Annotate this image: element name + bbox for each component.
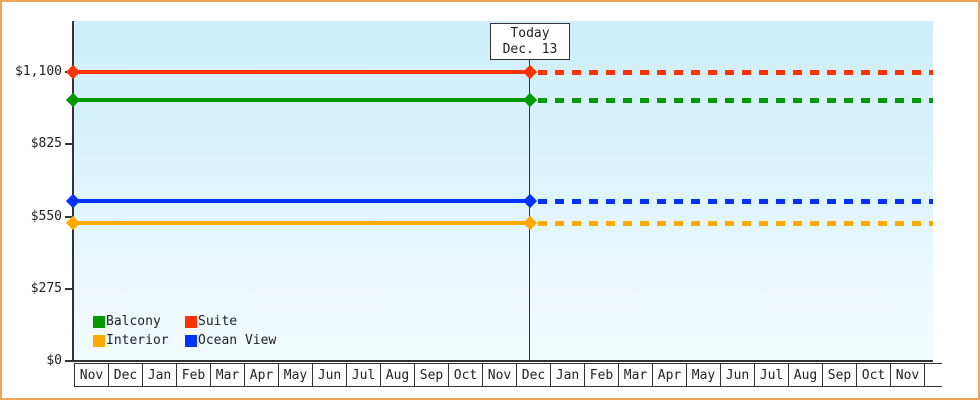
month-cell: Jul — [346, 363, 381, 387]
series-line-ocean-view — [74, 199, 530, 203]
series-line-balcony — [74, 98, 530, 102]
month-cell: Aug — [380, 363, 415, 387]
legend-swatch-ocean-view — [185, 335, 197, 347]
legend-label-ocean-view: Ocean View — [198, 333, 277, 348]
month-cell: Nov — [890, 363, 925, 387]
legend-item-interior: Interior — [93, 333, 185, 349]
y-tick-label: $275 — [30, 280, 62, 296]
series-line-suite — [74, 70, 530, 74]
month-cell: Mar — [210, 363, 245, 387]
y-tick-mark — [65, 287, 72, 290]
month-cell-empty — [924, 363, 942, 387]
month-cell: Jan — [142, 363, 177, 387]
month-cell: Mar — [618, 363, 653, 387]
y-tick-mark — [65, 215, 72, 218]
series-forecast-interior — [538, 221, 933, 226]
today-annotation: Today Dec. 13 — [490, 23, 570, 60]
legend-item-ocean-view: Ocean View — [185, 333, 276, 349]
month-cell: Feb — [584, 363, 619, 387]
series-forecast-suite — [538, 70, 933, 75]
month-cell: Dec — [108, 363, 143, 387]
month-cell: Dec — [516, 363, 551, 387]
month-cell: Nov — [74, 363, 109, 387]
legend-item-suite: Suite — [185, 314, 276, 330]
series-line-interior — [74, 221, 530, 225]
month-cell: May — [686, 363, 721, 387]
y-tick-label: $550 — [30, 208, 62, 224]
y-tick-label: $0 — [46, 353, 62, 368]
series-forecast-balcony — [538, 98, 933, 103]
y-tick-label: $1,100 — [15, 64, 62, 79]
month-cell: Apr — [244, 363, 279, 387]
series-forecast-ocean-view — [538, 199, 933, 204]
month-cell: Nov — [482, 363, 517, 387]
today-date: Dec. 13 — [502, 41, 558, 57]
y-axis-line — [72, 21, 74, 362]
month-cell: Jan — [550, 363, 585, 387]
x-axis-line — [72, 360, 933, 362]
legend-label-balcony: Balcony — [106, 314, 161, 329]
month-cell: Apr — [652, 363, 687, 387]
legend-label-interior: Interior — [106, 333, 169, 348]
month-cell: Feb — [176, 363, 211, 387]
month-cell: Oct — [856, 363, 891, 387]
y-tick-mark — [65, 143, 72, 146]
legend-swatch-suite — [185, 316, 197, 328]
plot-area — [74, 21, 933, 360]
month-cell: Sep — [414, 363, 449, 387]
legend-swatch-interior — [93, 335, 105, 347]
month-cell: Jun — [720, 363, 755, 387]
legend-item-balcony: Balcony — [93, 314, 185, 330]
y-tick-label: $825 — [30, 136, 62, 152]
legend-swatch-balcony — [93, 316, 105, 328]
today-line — [529, 60, 530, 362]
month-cell: Oct — [448, 363, 483, 387]
y-tick-mark — [65, 360, 72, 362]
month-cell: Sep — [822, 363, 857, 387]
legend: Balcony Suite Interior Ocean View — [93, 314, 276, 349]
legend-label-suite: Suite — [198, 314, 238, 329]
month-cell: Aug — [788, 363, 823, 387]
month-cell: Jun — [312, 363, 347, 387]
month-cell: May — [278, 363, 313, 387]
today-label: Today — [510, 25, 550, 41]
month-cell: Jul — [754, 363, 789, 387]
